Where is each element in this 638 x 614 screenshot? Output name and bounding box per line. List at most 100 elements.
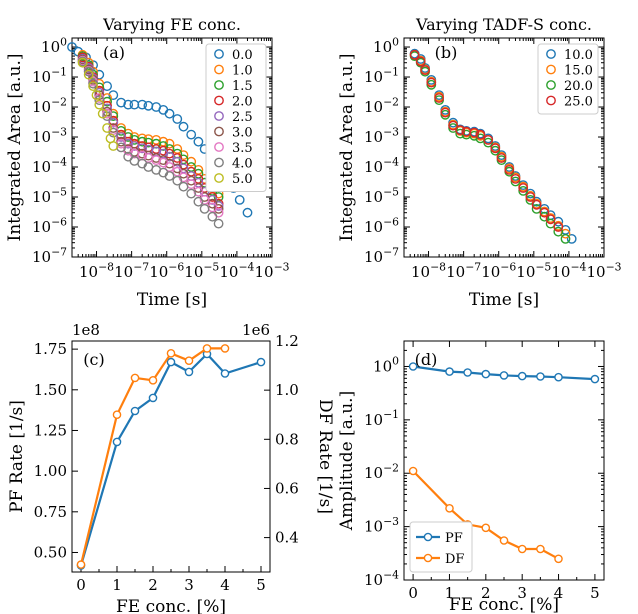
data-point [409, 49, 420, 60]
y-tick-label: 10−3 [364, 515, 399, 536]
data-point [517, 544, 527, 554]
data-point [67, 42, 77, 52]
data-point [186, 188, 197, 199]
y-tick-label: 100 [373, 35, 399, 56]
y-tick-label: 10−1 [364, 65, 399, 86]
data-point [199, 203, 210, 214]
data-point [560, 233, 571, 244]
legend-label: 2.5 [232, 110, 253, 125]
data-point [172, 114, 183, 124]
legend-label: 15.0 [564, 64, 593, 79]
legend-label: 1.5 [232, 79, 253, 94]
data-point [463, 368, 472, 377]
legend-label: 5.0 [232, 172, 253, 187]
y-right-tick-label: 0.4 [275, 529, 299, 547]
legend-label: 4.0 [232, 157, 253, 172]
x-axis-label: FE conc. [%] [449, 595, 559, 614]
data-point [186, 129, 197, 140]
data-point [554, 372, 563, 382]
data-point [143, 100, 154, 111]
x-tick-label: 10−5 [184, 260, 219, 281]
data-point [448, 120, 458, 131]
data-point [445, 503, 454, 513]
data-point [434, 93, 444, 103]
x-tick-label: 10−7 [446, 260, 481, 281]
y-right-axis-label: DF Rate [1/s] [315, 399, 335, 514]
data-point [193, 136, 204, 147]
y-right-tick-label: 1.2 [275, 332, 299, 350]
legend-marker [214, 80, 224, 90]
legend-marker [546, 64, 556, 75]
y-axis-label: Amplitude [a.u.] [337, 391, 357, 531]
left-axis-multiplier: 1e8 [72, 321, 100, 339]
y-tick-label: 10−1 [364, 408, 399, 429]
data-point [545, 214, 556, 225]
data-point [108, 127, 119, 138]
data-point [172, 175, 183, 186]
data-point [164, 108, 175, 119]
legend-label: 3.0 [232, 126, 253, 141]
y-tick-label: 10−3 [32, 125, 67, 146]
data-point [560, 228, 571, 239]
data-point [108, 141, 119, 151]
data-point [88, 81, 99, 92]
legend-marker [546, 95, 556, 106]
x-tick-label: 10−6 [481, 260, 516, 281]
data-point [496, 153, 507, 163]
data-point [193, 186, 204, 197]
data-point [108, 117, 119, 128]
data-point [116, 97, 127, 108]
data-point [213, 203, 224, 214]
data-point [108, 90, 119, 101]
data-point [130, 373, 140, 383]
data-point [490, 143, 501, 154]
legend-marker [214, 49, 224, 59]
y-left-tick-label: 1.75 [34, 340, 67, 358]
data-point [256, 357, 266, 367]
x-tick-label: 10−8 [79, 260, 114, 281]
data-point [112, 437, 122, 447]
data-point [94, 95, 105, 106]
y-left-tick-label: 0.75 [34, 503, 67, 521]
data-point [213, 201, 224, 211]
data-point [76, 560, 86, 569]
data-point [178, 181, 189, 192]
data-point [525, 192, 536, 202]
data-point [553, 222, 564, 232]
y-tick-label: 10−3 [364, 125, 399, 146]
x-axis-label: Time [s] [137, 290, 207, 310]
y-tick-label: 10−4 [364, 568, 399, 589]
data-point [220, 369, 230, 378]
data-point [123, 99, 134, 110]
legend-marker [423, 553, 433, 563]
legend-label: 1.0 [232, 64, 253, 79]
y-tick-label: 100 [41, 35, 67, 56]
data-point [164, 158, 175, 169]
legend-marker [546, 49, 556, 59]
y-tick-label: 10−6 [32, 215, 67, 236]
data-point [483, 134, 494, 145]
y-left-axis-label: PF Rate [1/s] [7, 400, 27, 513]
data-point [94, 90, 105, 101]
legend-label: 25.0 [564, 95, 593, 110]
data-point [481, 523, 491, 533]
right-axis-multiplier: 1e6 [242, 321, 270, 339]
data-point [455, 125, 466, 136]
data-point [536, 372, 545, 381]
data-point [184, 356, 194, 366]
x-tick-label: 10−5 [516, 260, 551, 281]
x-tick-label: 3 [184, 576, 194, 594]
data-point [536, 544, 545, 554]
data-point [415, 56, 426, 67]
legend-marker [214, 95, 224, 106]
x-tick-label: 2 [148, 576, 158, 594]
legend-marker [214, 126, 224, 137]
data-point [158, 145, 169, 156]
data-point [499, 536, 509, 545]
data-point [178, 121, 189, 132]
data-point [83, 66, 94, 77]
data-point [97, 108, 108, 119]
data-point [539, 207, 550, 218]
data-point [164, 171, 175, 181]
data-point [94, 99, 105, 110]
